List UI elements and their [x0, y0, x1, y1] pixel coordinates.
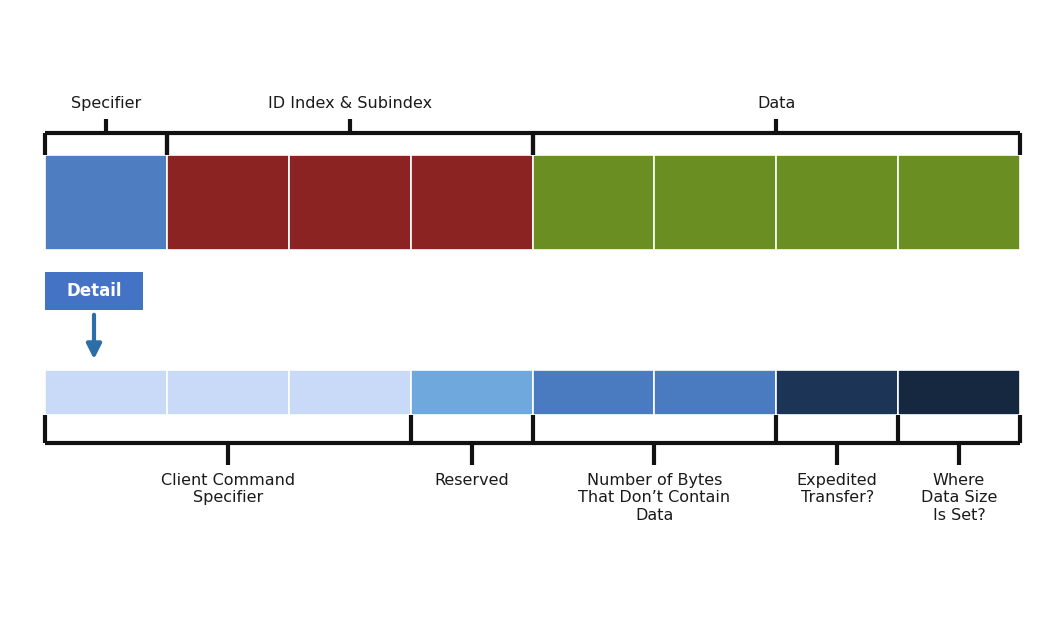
Text: Where
Data Size
Is Set?: Where Data Size Is Set? [921, 473, 997, 523]
Bar [776, 370, 898, 415]
Text: Client Command
Specifier: Client Command Specifier [161, 473, 295, 505]
Bar [45, 370, 166, 415]
Text: Reserved: Reserved [435, 473, 509, 488]
Bar [654, 370, 776, 415]
Text: Data: Data [757, 96, 796, 111]
Bar [410, 155, 533, 250]
Bar [166, 370, 289, 415]
Bar [45, 272, 143, 310]
Bar [45, 155, 166, 250]
Text: Detail: Detail [66, 282, 121, 300]
Text: Expedited
Transfer?: Expedited Transfer? [797, 473, 877, 505]
Bar [654, 155, 776, 250]
Bar [898, 155, 1020, 250]
Bar [166, 155, 289, 250]
Text: Number of Bytes
That Don’t Contain
Data: Number of Bytes That Don’t Contain Data [578, 473, 731, 523]
Bar [289, 155, 410, 250]
Text: Specifier: Specifier [71, 96, 141, 111]
Bar [533, 155, 654, 250]
Bar [898, 370, 1020, 415]
Bar [776, 155, 898, 250]
Text: ID Index & Subindex: ID Index & Subindex [268, 96, 431, 111]
Bar [533, 370, 654, 415]
Bar [410, 370, 533, 415]
Bar [289, 370, 410, 415]
